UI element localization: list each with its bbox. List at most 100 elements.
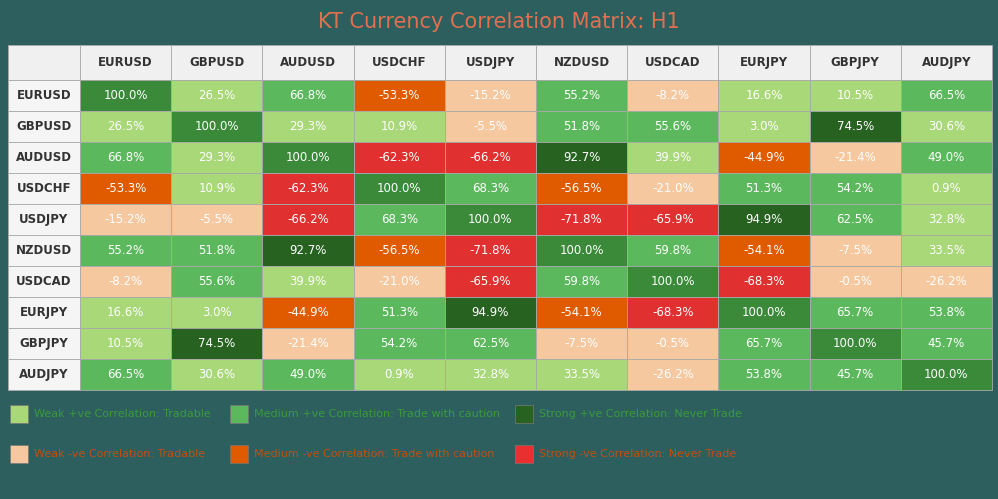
Text: -66.2%: -66.2% xyxy=(287,213,329,226)
Text: Medium -ve Correlation: Trade with caution: Medium -ve Correlation: Trade with cauti… xyxy=(254,449,494,459)
Bar xyxy=(8,328,80,359)
Bar xyxy=(8,359,80,390)
Bar xyxy=(8,204,80,235)
Text: 55.2%: 55.2% xyxy=(107,244,144,257)
Bar xyxy=(80,204,172,235)
Text: 3.0%: 3.0% xyxy=(202,306,232,319)
Text: 100.0%: 100.0% xyxy=(377,182,421,195)
Text: -44.9%: -44.9% xyxy=(287,306,329,319)
Text: 100.0%: 100.0% xyxy=(104,89,148,102)
Bar xyxy=(719,235,809,266)
Bar xyxy=(445,235,536,266)
Text: 10.5%: 10.5% xyxy=(836,89,874,102)
Bar xyxy=(627,142,719,173)
Bar xyxy=(445,173,536,204)
Text: 0.9%: 0.9% xyxy=(931,182,961,195)
Text: GBPUSD: GBPUSD xyxy=(16,120,72,133)
Bar xyxy=(353,297,445,328)
Bar xyxy=(262,45,353,80)
Text: 59.8%: 59.8% xyxy=(563,275,600,288)
Text: 66.5%: 66.5% xyxy=(928,89,965,102)
Bar xyxy=(80,359,172,390)
Bar xyxy=(353,328,445,359)
Bar xyxy=(901,173,992,204)
Bar xyxy=(8,80,80,111)
Bar xyxy=(627,297,719,328)
Text: 39.9%: 39.9% xyxy=(654,151,692,164)
Text: 100.0%: 100.0% xyxy=(559,244,604,257)
Bar xyxy=(536,359,627,390)
Text: Medium +ve Correlation: Trade with caution: Medium +ve Correlation: Trade with cauti… xyxy=(254,409,500,419)
Text: -62.3%: -62.3% xyxy=(378,151,420,164)
Text: 45.7%: 45.7% xyxy=(836,368,874,381)
Text: -8.2%: -8.2% xyxy=(656,89,690,102)
Text: 92.7%: 92.7% xyxy=(563,151,600,164)
Bar xyxy=(10,445,28,463)
Text: EURUSD: EURUSD xyxy=(98,56,153,69)
Text: AUDJPY: AUDJPY xyxy=(19,368,69,381)
Text: -54.1%: -54.1% xyxy=(744,244,784,257)
Bar xyxy=(901,297,992,328)
Bar xyxy=(901,80,992,111)
Text: 33.5%: 33.5% xyxy=(928,244,965,257)
Bar xyxy=(536,173,627,204)
Bar xyxy=(353,359,445,390)
Text: 92.7%: 92.7% xyxy=(289,244,326,257)
Bar xyxy=(809,111,901,142)
Bar xyxy=(172,80,262,111)
Text: -54.1%: -54.1% xyxy=(561,306,603,319)
Text: GBPJPY: GBPJPY xyxy=(830,56,879,69)
Text: 55.2%: 55.2% xyxy=(563,89,600,102)
Text: 68.3%: 68.3% xyxy=(472,182,509,195)
Text: 45.7%: 45.7% xyxy=(928,337,965,350)
Text: -62.3%: -62.3% xyxy=(287,182,328,195)
Bar xyxy=(536,235,627,266)
Bar xyxy=(80,80,172,111)
Text: -15.2%: -15.2% xyxy=(105,213,147,226)
Bar xyxy=(353,235,445,266)
Bar xyxy=(172,359,262,390)
Bar xyxy=(627,45,719,80)
Bar xyxy=(80,111,172,142)
Bar xyxy=(445,328,536,359)
Text: -68.3%: -68.3% xyxy=(652,306,694,319)
Text: Strong +ve Correlation: Never Trade: Strong +ve Correlation: Never Trade xyxy=(539,409,742,419)
Text: AUDUSD: AUDUSD xyxy=(16,151,72,164)
Text: -5.5%: -5.5% xyxy=(473,120,507,133)
Bar xyxy=(536,328,627,359)
Text: 26.5%: 26.5% xyxy=(107,120,145,133)
Bar xyxy=(353,173,445,204)
Bar xyxy=(353,204,445,235)
Text: 49.0%: 49.0% xyxy=(289,368,326,381)
Bar xyxy=(515,405,533,423)
Text: 16.6%: 16.6% xyxy=(107,306,145,319)
Text: USDJPY: USDJPY xyxy=(466,56,515,69)
Text: -26.2%: -26.2% xyxy=(652,368,694,381)
Bar xyxy=(627,80,719,111)
Text: GBPJPY: GBPJPY xyxy=(20,337,69,350)
Text: GBPUSD: GBPUSD xyxy=(190,56,245,69)
Bar xyxy=(262,266,353,297)
Bar xyxy=(172,328,262,359)
Bar xyxy=(809,173,901,204)
Bar xyxy=(262,359,353,390)
Bar xyxy=(627,359,719,390)
Bar xyxy=(172,45,262,80)
Text: -21.0%: -21.0% xyxy=(652,182,694,195)
Text: 49.0%: 49.0% xyxy=(928,151,965,164)
Bar xyxy=(262,204,353,235)
Text: -7.5%: -7.5% xyxy=(565,337,599,350)
Text: USDCAD: USDCAD xyxy=(16,275,72,288)
Text: 10.9%: 10.9% xyxy=(380,120,418,133)
Bar xyxy=(230,405,248,423)
Text: -21.4%: -21.4% xyxy=(287,337,329,350)
Bar xyxy=(8,111,80,142)
Bar xyxy=(627,328,719,359)
Bar xyxy=(719,80,809,111)
Bar xyxy=(8,45,80,80)
Bar xyxy=(901,142,992,173)
Bar xyxy=(262,111,353,142)
Text: 29.3%: 29.3% xyxy=(289,120,326,133)
Bar xyxy=(8,266,80,297)
Text: NZDUSD: NZDUSD xyxy=(554,56,610,69)
